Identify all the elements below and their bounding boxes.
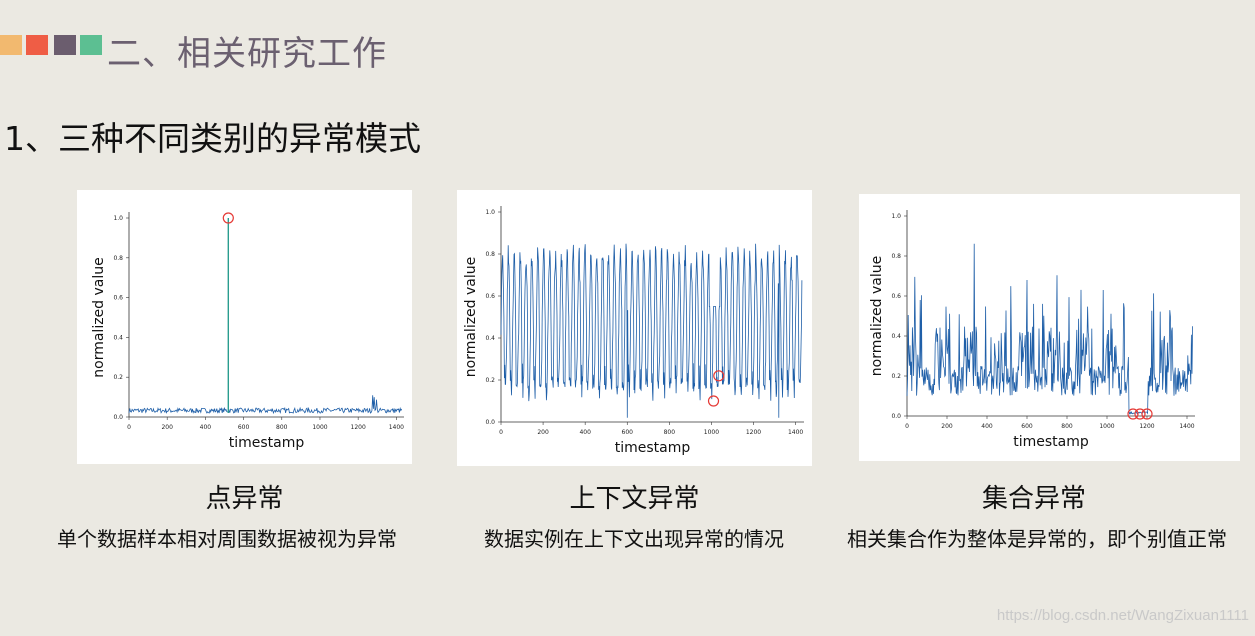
x-tick-label: 800 (276, 424, 288, 431)
x-axis-label: timestamp (1013, 434, 1089, 450)
x-tick-label: 400 (200, 424, 212, 431)
caption-contextual-title: 上下文异常 (569, 484, 700, 514)
x-tick-label: 600 (1021, 423, 1033, 430)
x-tick-label: 0 (905, 423, 909, 430)
y-tick-label: 1.0 (891, 213, 901, 220)
chart-panel-point: 0 200 400 600 800 1000 1200 1400 0.0 0.2 0.4 0.6 0.8… (77, 190, 412, 464)
swatch-orange (0, 35, 22, 55)
x-tick-label: 0 (499, 429, 503, 436)
x-tick-label: 1000 (704, 429, 719, 436)
y-tick-label: 0.0 (113, 414, 123, 421)
y-tick-label: 0.0 (485, 419, 495, 426)
chart-panel-contextual: 0 200 400 600 800 1000 1200 1400 0.0 0.2 0.4 0.6 0.8… (457, 190, 812, 466)
series-line (906, 243, 1193, 415)
x-tick-label: 0 (127, 424, 131, 431)
x-tick-label: 200 (161, 424, 173, 431)
x-tick-label: 1400 (1179, 423, 1194, 430)
swatch-green (80, 35, 102, 55)
caption-point-desc: 单个数据样本相对周围数据被视为异常 (57, 527, 397, 551)
chart-panel-collective: 0 200 400 600 800 1000 1200 1400 0.0 0.2 0.4 0.6 0.8… (859, 194, 1240, 461)
caption-collective-title: 集合异常 (981, 484, 1086, 514)
x-axis-label: timestamp (229, 435, 305, 451)
y-tick-label: 0.2 (891, 373, 901, 380)
x-tick-label: 800 (664, 429, 676, 436)
y-axis-label: normalized value (91, 257, 107, 377)
anomaly-marker (1141, 408, 1153, 420)
x-axis-label: timestamp (615, 440, 691, 456)
x-tick-label: 200 (941, 423, 953, 430)
x-tick-label: 400 (981, 423, 993, 430)
x-tick-label: 1200 (746, 429, 761, 436)
x-tick-label: 200 (537, 429, 549, 436)
anomaly-marker (1127, 408, 1139, 420)
y-tick-label: 0.8 (891, 253, 901, 260)
swatch-red (26, 35, 48, 55)
y-tick-label: 0.0 (891, 413, 901, 420)
y-tick-label: 0.8 (485, 251, 495, 258)
series-line (128, 395, 403, 415)
y-tick-label: 0.2 (113, 374, 123, 381)
x-tick-label: 1400 (788, 429, 803, 436)
x-tick-label: 600 (238, 424, 250, 431)
y-tick-label: 0.8 (113, 255, 123, 262)
y-tick-label: 1.0 (485, 209, 495, 216)
point-anomaly-chart: 0 200 400 600 800 1000 1200 1400 0.0 0.2 0.4 0.6 0.8… (91, 212, 404, 451)
anomaly-marker (707, 395, 720, 407)
slide-subtitle: 1、三种不同类别的异常模式 (4, 119, 421, 158)
y-tick-label: 0.2 (485, 377, 495, 384)
x-tick-label: 1200 (1139, 423, 1154, 430)
x-tick-label: 400 (579, 429, 591, 436)
x-tick-label: 1400 (389, 424, 404, 431)
x-tick-label: 600 (622, 429, 634, 436)
anomaly-marker (1134, 408, 1146, 420)
x-tick-label: 1200 (351, 424, 366, 431)
x-tick-label: 1000 (312, 424, 327, 431)
y-tick-label: 0.6 (113, 295, 123, 302)
x-tick-label: 1000 (1099, 423, 1114, 430)
collective-anomaly-chart: 0 200 400 600 800 1000 1200 1400 0.0 0.2 0.4 0.6 0.8… (869, 210, 1195, 450)
section-title: 二、相关研究工作 (107, 34, 387, 74)
y-tick-label: 0.6 (891, 293, 901, 300)
y-tick-label: 1.0 (113, 215, 123, 222)
watermark: https://blog.csdn.net/WangZixuan1111 (996, 607, 1249, 624)
anomaly-marker (222, 212, 234, 224)
series-line (500, 243, 803, 418)
caption-contextual-desc: 数据实例在上下文出现异常的情况 (484, 527, 784, 551)
caption-point-title: 点异常 (205, 484, 284, 514)
y-tick-label: 0.4 (113, 334, 123, 341)
y-axis-label: normalized value (463, 257, 479, 377)
anomaly-marker (713, 370, 725, 382)
caption-collective-desc: 相关集合作为整体是异常的，即个别值正常 (847, 527, 1227, 551)
y-tick-label: 0.4 (485, 335, 495, 342)
swatch-purple (54, 35, 76, 55)
y-tick-label: 0.4 (891, 333, 901, 340)
x-tick-label: 800 (1061, 423, 1073, 430)
y-tick-label: 0.6 (485, 293, 495, 300)
y-axis-label: normalized value (869, 256, 885, 376)
contextual-anomaly-chart: 0 200 400 600 800 1000 1200 1400 0.0 0.2 0.4 0.6 0.8… (463, 206, 804, 456)
